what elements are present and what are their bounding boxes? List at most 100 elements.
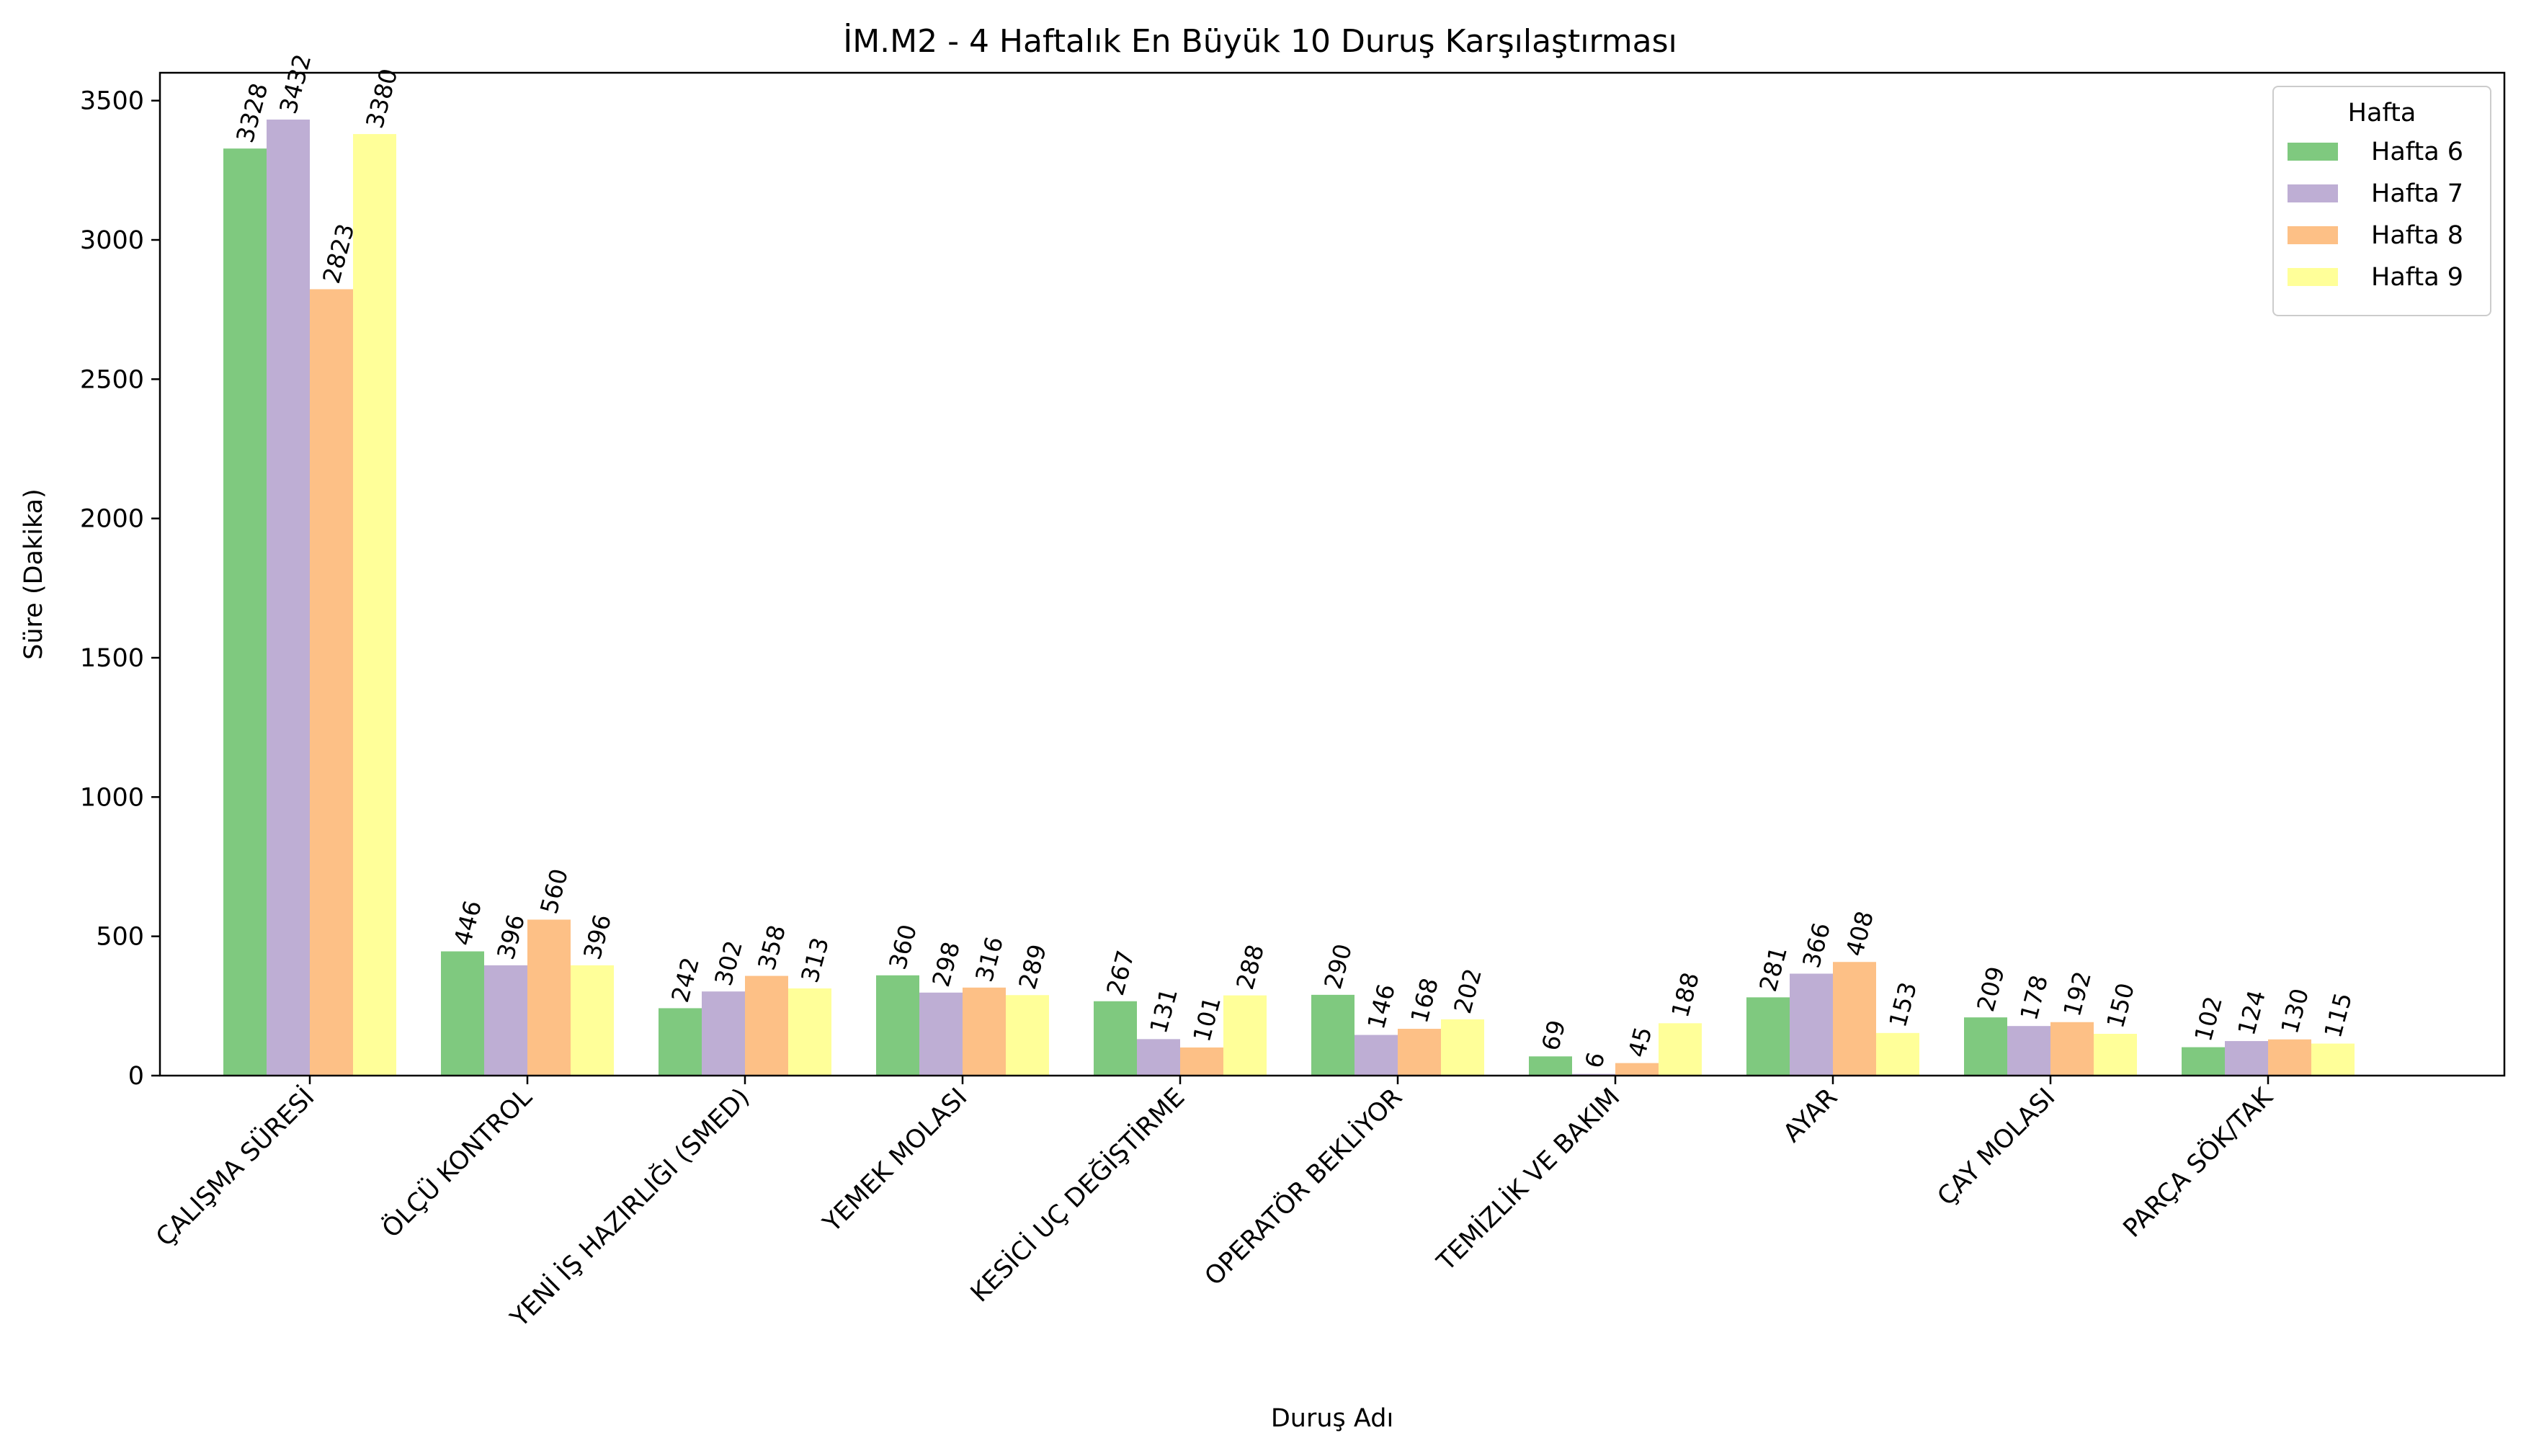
data-label: 242	[666, 955, 705, 1006]
bar	[2007, 1026, 2050, 1076]
x-tick-label: ÇALIŞMA SÜRESİ	[150, 1082, 321, 1253]
bar	[1833, 962, 1876, 1076]
bar	[659, 1008, 702, 1076]
bar	[2182, 1047, 2225, 1076]
data-label: 290	[1318, 941, 1357, 992]
x-tick-label: AYAR	[1778, 1083, 1844, 1148]
data-label: 130	[2275, 986, 2314, 1037]
x-tick-label: TEMİZLİK VE BAKIM	[1430, 1082, 1625, 1277]
bar	[223, 148, 267, 1076]
legend-entry: Hafta 8	[2371, 221, 2463, 250]
plot-frame	[159, 71, 2506, 1077]
data-label: 302	[709, 937, 748, 988]
data-label: 168	[1405, 975, 1444, 1026]
bar	[1094, 1001, 1137, 1076]
data-label: 446	[448, 898, 487, 949]
y-tick-label: 0	[128, 1062, 144, 1091]
bar	[2311, 1043, 2355, 1076]
data-label: 288	[1231, 942, 1269, 993]
y-tick-label: 2500	[80, 365, 144, 394]
legend-title: Hafta	[2348, 99, 2416, 128]
x-axis-label: Duruş Adı	[1271, 1404, 1393, 1433]
data-label: 202	[1448, 965, 1487, 1017]
data-label: 396	[578, 911, 617, 963]
data-label: 69	[1536, 1017, 1571, 1054]
data-label: 3380	[360, 66, 403, 131]
bar	[267, 119, 310, 1076]
bar	[1790, 973, 1833, 1076]
data-label: 115	[2319, 990, 2357, 1041]
data-label: 289	[1013, 941, 1052, 992]
legend-swatch	[2288, 184, 2338, 202]
y-axis: 0 500 1000 1500 2000 2500 3000 3500	[80, 87, 160, 1091]
bar	[963, 987, 1006, 1076]
data-label: 101	[1187, 993, 1226, 1045]
x-tick-label: YENİ İŞ HAZIRLIĞI (SMED)	[504, 1082, 755, 1334]
bar	[527, 919, 571, 1076]
bar	[1746, 997, 1790, 1076]
data-label: 188	[1666, 969, 1705, 1020]
legend-entry: Hafta 6	[2371, 138, 2463, 166]
bar	[702, 991, 745, 1076]
legend-swatch	[2288, 268, 2338, 286]
bar	[745, 975, 788, 1076]
y-tick-label: 500	[96, 923, 144, 952]
data-label: 358	[752, 922, 791, 973]
bar	[1441, 1019, 1484, 1076]
bar	[1355, 1035, 1398, 1076]
y-tick-label: 2000	[80, 505, 144, 534]
x-tick-label: PARÇA SÖK/TAK	[2117, 1081, 2279, 1243]
legend-swatch	[2288, 226, 2338, 244]
data-label: 153	[1883, 979, 1922, 1030]
data-label: 560	[535, 866, 574, 917]
y-tick-label: 1500	[80, 644, 144, 673]
y-tick-label: 3000	[80, 226, 144, 255]
bar	[571, 965, 614, 1076]
legend-swatch	[2288, 143, 2338, 161]
bar	[876, 975, 919, 1076]
data-label: 298	[927, 939, 965, 990]
legend-entry: Hafta 9	[2371, 263, 2463, 292]
bars-group	[223, 119, 2355, 1076]
bar	[1659, 1023, 1702, 1076]
bar	[1311, 994, 1355, 1076]
bar	[788, 988, 831, 1076]
bar	[1615, 1063, 1659, 1076]
data-label: 313	[795, 934, 834, 986]
data-label: 408	[1840, 908, 1879, 959]
x-tick-label: ÇAY MOLASI	[1932, 1083, 2061, 1212]
bar	[1529, 1056, 1572, 1076]
chart-title: İM.M2 - 4 Haftalık En Büyük 10 Duruş Kar…	[843, 22, 1677, 60]
data-label: 396	[491, 911, 530, 963]
bar	[1137, 1039, 1180, 1076]
data-label: 192	[2058, 968, 2097, 1019]
bar	[2094, 1034, 2137, 1076]
bar	[2225, 1041, 2268, 1076]
bar	[1398, 1029, 1441, 1076]
x-tick-label: YEMEK MOLASI	[817, 1083, 973, 1238]
bar	[2268, 1039, 2311, 1076]
x-tick-label: KESİCİ UÇ DEĞİŞTİRME	[965, 1082, 1191, 1308]
data-label: 366	[1797, 920, 1836, 971]
bar	[1180, 1047, 1223, 1076]
data-label: 102	[2189, 993, 2228, 1045]
data-label: 6	[1579, 1049, 1610, 1071]
y-axis-label: Süre (Dakika)	[19, 488, 48, 659]
bar	[1223, 995, 1267, 1076]
legend: Hafta Hafta 6 Hafta 7 Hafta 8 Hafta 9	[2272, 86, 2491, 316]
bar	[310, 289, 353, 1076]
bar	[2050, 1022, 2094, 1076]
data-label: 131	[1144, 985, 1183, 1036]
data-label: 281	[1754, 943, 1793, 994]
data-label: 45	[1623, 1024, 1658, 1060]
bar	[353, 134, 396, 1076]
y-tick-label: 3500	[80, 87, 144, 116]
data-label: 124	[2232, 987, 2271, 1038]
data-label: 178	[2014, 972, 2053, 1023]
x-tick-label: OPERATÖR BEKLİYOR	[1198, 1082, 1408, 1292]
data-label: 316	[970, 934, 1009, 985]
bar	[1006, 995, 1049, 1076]
bar	[484, 965, 527, 1076]
